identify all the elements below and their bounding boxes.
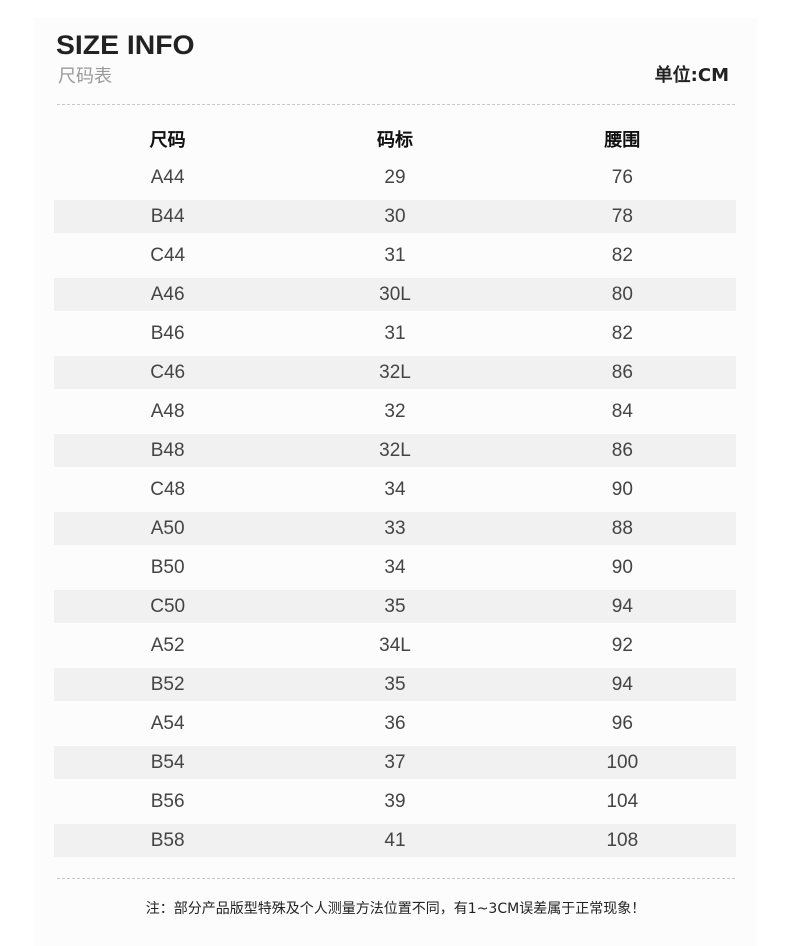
table-row: B46 31 82 xyxy=(54,314,736,353)
table-cell: B44 xyxy=(150,205,185,227)
title: SIZE INFO xyxy=(56,30,195,60)
table-row: A46 30L 80 xyxy=(54,275,736,314)
unit-label: 单位:CM xyxy=(654,65,729,86)
table-cell: 34 xyxy=(384,556,406,578)
table-cell: A54 xyxy=(150,712,185,734)
table-cell: B52 xyxy=(150,673,185,695)
table-cell: 34 xyxy=(384,478,406,500)
table-cell: 84 xyxy=(611,400,633,422)
table-cell: 90 xyxy=(611,556,633,578)
table-cell: 30L xyxy=(379,283,411,305)
footer-note: 注：部分产品版型特殊及个人测量方法位置不同，有1~3CM误差属于正常现象！ xyxy=(145,901,646,917)
table-cell: 82 xyxy=(611,322,633,344)
table-cell: 36 xyxy=(384,712,406,734)
table-cell: B58 xyxy=(150,829,185,851)
table-cell: 94 xyxy=(611,673,633,695)
table-cell: 37 xyxy=(384,751,406,773)
table-row: C50 35 94 xyxy=(54,587,736,626)
table-row: B48 32L 86 xyxy=(54,431,736,470)
table-cell: 78 xyxy=(611,205,633,227)
table-row: A48 32 84 xyxy=(54,392,736,431)
table-row: B52 35 94 xyxy=(54,665,736,704)
table-cell: A50 xyxy=(150,517,185,539)
column-header: 腰围 xyxy=(604,129,641,151)
table-cell: 32L xyxy=(379,439,411,461)
table-cell: 31 xyxy=(384,322,406,344)
table-cell: 32L xyxy=(379,361,411,383)
table-row: B54 37 100 xyxy=(54,743,736,782)
table-cell: B56 xyxy=(150,790,185,812)
table-row: A52 34L 92 xyxy=(54,626,736,665)
table-cell: B46 xyxy=(150,322,185,344)
column-header: 码标 xyxy=(376,129,413,151)
table-cell: 35 xyxy=(384,595,406,617)
table-cell: 31 xyxy=(384,244,406,266)
table-cell: A44 xyxy=(150,166,185,188)
table-row: A44 29 76 xyxy=(54,158,736,197)
table-cell: 82 xyxy=(611,244,633,266)
table-cell: 96 xyxy=(611,712,633,734)
table-cell: 80 xyxy=(611,283,633,305)
table-cell: 92 xyxy=(611,634,633,656)
table-row: C48 34 90 xyxy=(54,470,736,509)
table-row: B50 34 90 xyxy=(54,548,736,587)
table-row: B56 39 104 xyxy=(54,782,736,821)
table-cell: 100 xyxy=(606,751,639,773)
table-row: C46 32L 86 xyxy=(54,353,736,392)
table-cell: C44 xyxy=(150,244,186,266)
table-header: 尺码 码标 腰围 xyxy=(54,119,736,158)
subtitle: 尺码表 xyxy=(58,66,112,87)
table-cell: 33 xyxy=(384,517,406,539)
table-cell: 104 xyxy=(606,790,639,812)
table-cell: 29 xyxy=(384,166,406,188)
table-cell: A46 xyxy=(150,283,185,305)
table-cell: 86 xyxy=(611,361,633,383)
table-cell: 86 xyxy=(611,439,633,461)
table-cell: B48 xyxy=(150,439,185,461)
table-cell: B50 xyxy=(150,556,185,578)
size-table: 尺码 码标 腰围 A44 29 76 B44 30 78 C44 31 82 A46 30L 80 B4… xyxy=(54,119,736,860)
table-row: A50 33 88 xyxy=(54,509,736,548)
table-cell: 90 xyxy=(611,478,633,500)
table-cell: 39 xyxy=(384,790,406,812)
table-cell: 94 xyxy=(611,595,633,617)
table-cell: 108 xyxy=(606,829,639,851)
table-cell: B54 xyxy=(150,751,185,773)
table-cell: C48 xyxy=(150,478,186,500)
table-cell: 30 xyxy=(384,205,406,227)
table-cell: 34L xyxy=(379,634,411,656)
table-row: C44 31 82 xyxy=(54,236,736,275)
top-divider xyxy=(57,104,735,105)
table-cell: A48 xyxy=(150,400,185,422)
table-cell: A52 xyxy=(150,634,185,656)
table-cell: 88 xyxy=(611,517,633,539)
table-cell: 41 xyxy=(384,829,406,851)
table-cell: 35 xyxy=(384,673,406,695)
table-cell: 32 xyxy=(384,400,406,422)
table-row: B44 30 78 xyxy=(54,197,736,236)
size-chart-panel: SIZE INFO 尺码表 单位:CM 尺码 码标 腰围 A44 29 76 B44 3… xyxy=(34,18,757,946)
table-row: B58 41 108 xyxy=(54,821,736,860)
table-cell: C46 xyxy=(150,361,186,383)
table-cell: C50 xyxy=(150,595,186,617)
column-header: 尺码 xyxy=(149,129,186,151)
table-cell: 76 xyxy=(611,166,633,188)
table-row: A54 36 96 xyxy=(54,704,736,743)
bottom-divider xyxy=(57,878,735,879)
